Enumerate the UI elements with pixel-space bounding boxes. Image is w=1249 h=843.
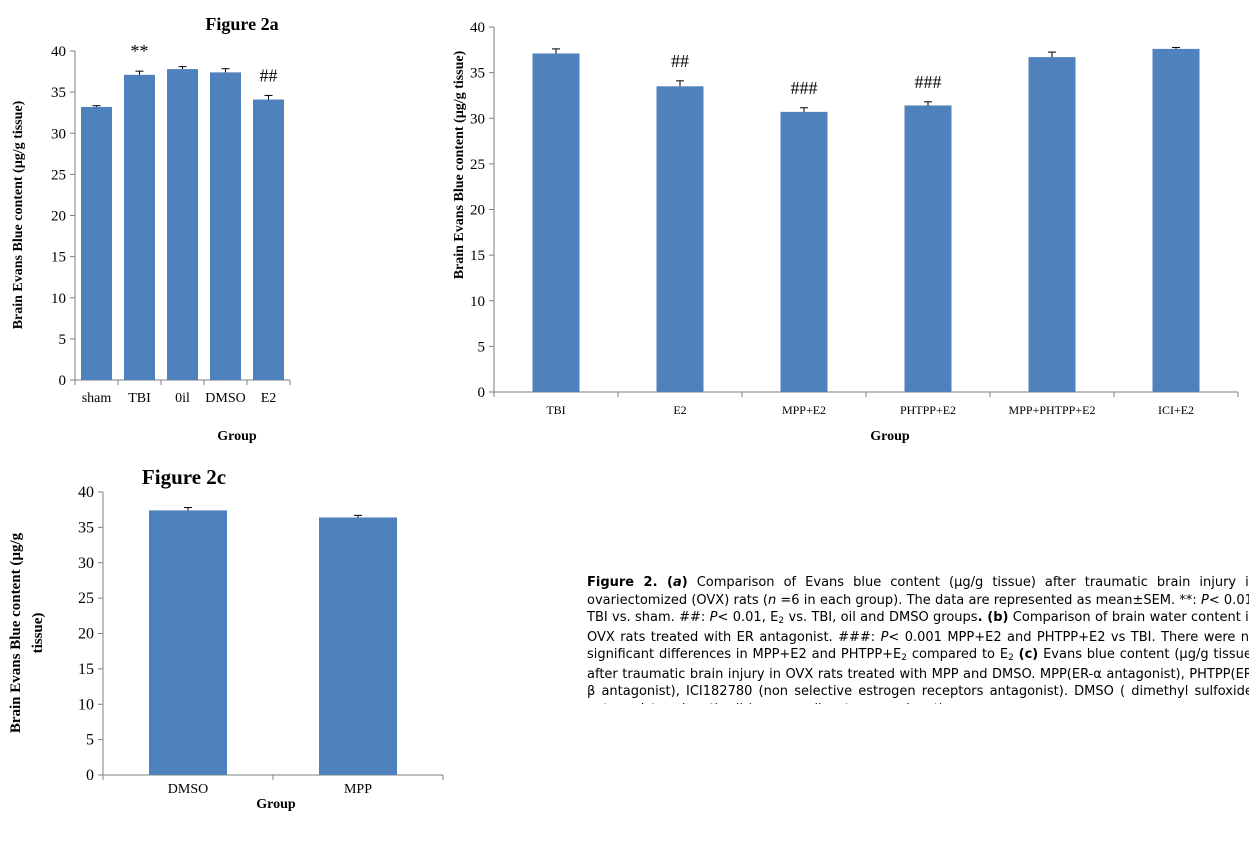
caption-segment: 2: [901, 653, 907, 663]
significance-marker: ###: [791, 78, 818, 98]
y-tick-label: 10: [470, 294, 485, 310]
x-axis-label: Group: [256, 797, 296, 812]
figure-caption: Figure 2. (a) Comparison of Evans blue c…: [587, 574, 1249, 704]
y-axis-label: Brain Evans Blue content (µg/g tissue): [11, 100, 26, 329]
x-tick-label: MPP+E2: [782, 403, 826, 417]
caption-segment: < 0.001 MPP+E2 and PHTPP+E2 vs TBI. Ther…: [587, 629, 1249, 663]
caption-segment: P: [880, 629, 889, 645]
y-tick-label: 20: [470, 203, 485, 219]
y-tick-label: 35: [78, 519, 94, 536]
x-tick-label: TBI: [546, 403, 565, 417]
y-tick-label: 40: [78, 484, 94, 501]
y-tick-label: 15: [78, 661, 94, 678]
chart-figure-2a: 0 5 10 15 20 25 30 35 40 sham TBI ** 0il DMSO E2 ## Figu…: [11, 14, 291, 444]
caption-segment: Evans blue content (µg/g tissue) after t…: [587, 647, 1249, 704]
x-tick-label: DMSO: [205, 391, 245, 406]
caption-segment: 2: [1008, 653, 1014, 663]
caption-segment: P: [709, 610, 718, 625]
caption-segment: < 0.01, E: [717, 610, 779, 625]
significance-marker: ##: [260, 65, 278, 85]
y-tick-label: 5: [478, 339, 486, 355]
caption-segment: < 0.01, TBI vs. sham. ##:: [587, 592, 1249, 626]
y-tick-label: 20: [51, 209, 66, 225]
y-tick-label: 20: [78, 626, 94, 643]
x-axis-label: Group: [870, 429, 910, 444]
y-axis-label-line: tissue): [30, 613, 46, 654]
caption-segment: n: [767, 592, 777, 608]
chart-figure-2c: 0 5 10 15 20 25 30 35 40 DMSO MPP Figure 2c Group Bra…: [8, 465, 444, 812]
bar-tbi: [124, 74, 155, 380]
y-tick-label: 40: [51, 44, 66, 60]
y-tick-label: 25: [51, 167, 66, 183]
bar-phtpp-e2: [904, 105, 952, 392]
bar-e2: [253, 99, 284, 380]
y-tick-label: 30: [470, 111, 485, 127]
x-tick-label: TBI: [128, 391, 151, 406]
x-tick-label: MPP+PHTPP+E2: [1009, 403, 1096, 417]
y-tick-label: 40: [470, 20, 485, 36]
y-tick-label: 30: [78, 555, 94, 572]
bar-mpp-phtpp-e2: [1028, 57, 1076, 393]
bar-sham: [81, 106, 112, 381]
bar-dmso: [149, 510, 227, 775]
y-tick-label: 35: [51, 85, 66, 101]
y-tick-label: 25: [78, 590, 94, 607]
chart-figure-2b: 0 5 10 15 20 25 30 35 40 TBI E2 ## MPP+E2 ### PHTPP+E2…: [452, 20, 1239, 444]
x-tick-label: PHTPP+E2: [900, 403, 956, 417]
y-tick-label: 35: [470, 66, 485, 82]
y-tick-label: 5: [59, 332, 67, 348]
caption-segment: Figure 2. (: [587, 575, 673, 590]
x-tick-label: E2: [261, 391, 277, 406]
caption-segment: vs. TBI, oil and DMSO groups: [784, 610, 978, 625]
bar-ici-e2: [1152, 48, 1200, 393]
y-tick-label: 30: [51, 126, 66, 142]
significance-marker: ##: [671, 51, 689, 71]
y-tick-label: 0: [59, 373, 67, 389]
caption-segment: 2: [778, 616, 785, 626]
y-tick-label: 15: [51, 250, 66, 266]
significance-marker: ###: [915, 72, 942, 92]
x-tick-label: E2: [673, 403, 686, 417]
caption-segment: compared to E: [907, 647, 1009, 662]
caption-segment: a: [672, 575, 682, 590]
y-axis-label-line: Brain Evans Blue content (µg/g: [8, 532, 24, 733]
y-tick-label: 10: [78, 696, 94, 713]
caption-segment: =6 in each group). The data are represen…: [776, 592, 1201, 608]
x-tick-label: MPP: [344, 782, 372, 797]
y-tick-label: 10: [51, 291, 66, 307]
bar-0il: [167, 69, 198, 380]
y-tick-label: 5: [86, 732, 94, 749]
y-tick-label: 25: [470, 157, 485, 173]
bar-tbi: [532, 53, 580, 393]
caption-segment: . (b): [977, 610, 1009, 625]
y-tick-label: 0: [86, 767, 94, 784]
chart-title: Figure 2a: [205, 14, 278, 34]
caption-segment: P: [1200, 592, 1209, 608]
y-tick-label: 15: [470, 248, 485, 264]
caption-segment: Comparison of Evans blue content (µg/g t…: [587, 575, 1249, 608]
caption-segment: Comparison of brain water content in OVX…: [587, 610, 1249, 645]
bar-e2: [656, 86, 704, 392]
x-tick-label: sham: [82, 391, 112, 406]
bar-mpp-e2: [780, 111, 828, 393]
x-tick-label: DMSO: [168, 782, 208, 797]
caption-segment: (c): [1018, 647, 1039, 662]
y-tick-label: 0: [478, 385, 486, 401]
x-tick-label: ICI+E2: [1158, 403, 1194, 417]
bar-mpp: [319, 517, 397, 775]
y-axis-label: Brain Evans Blue content (µg/g tissue): [452, 50, 467, 279]
significance-marker: **: [131, 41, 149, 61]
x-tick-label: 0il: [175, 391, 190, 406]
chart-title: Figure 2c: [142, 465, 226, 489]
bar-dmso: [210, 72, 241, 380]
x-axis-label: Group: [217, 429, 257, 444]
caption-segment: ): [681, 575, 688, 590]
